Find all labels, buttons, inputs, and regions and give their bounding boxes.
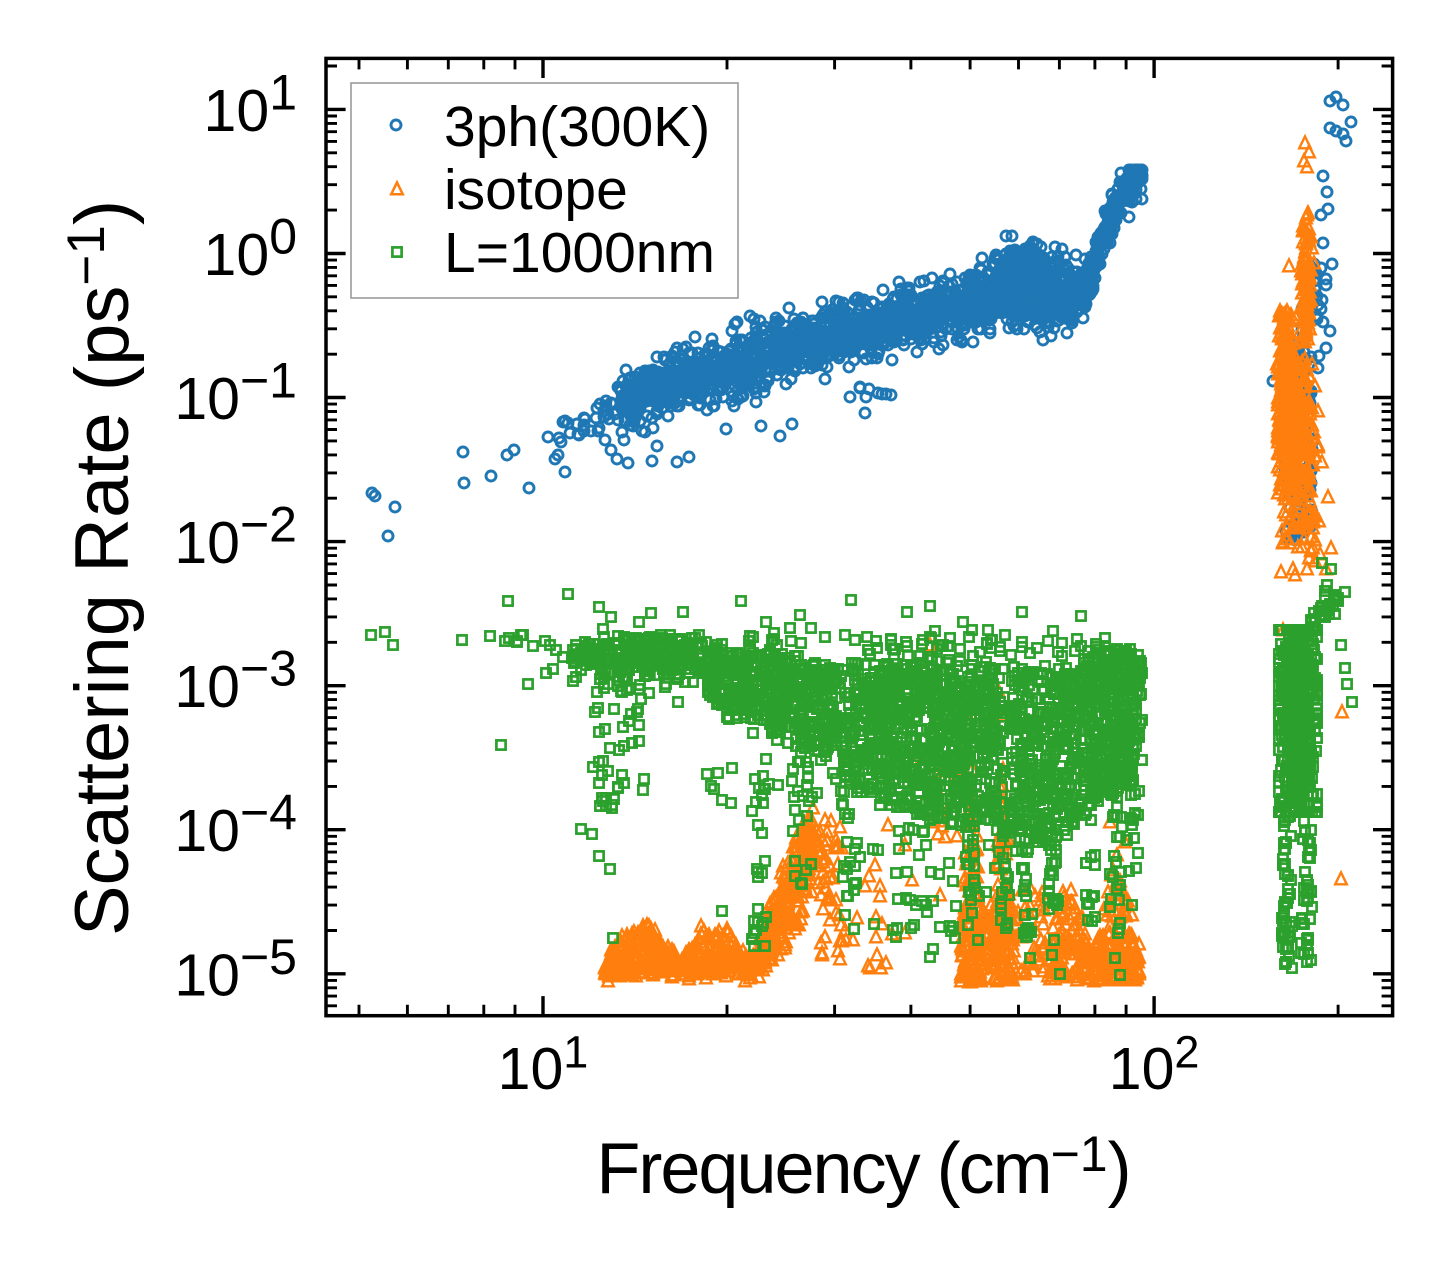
svg-text:100: 100: [204, 209, 297, 289]
svg-text:10−2: 10−2: [174, 497, 297, 577]
svg-text:102: 102: [1109, 1027, 1200, 1103]
svg-text:Scattering Rate (ps−1): Scattering Rate (ps−1): [57, 200, 145, 936]
svg-text:10−5: 10−5: [174, 929, 297, 1009]
svg-text:isotope: isotope: [444, 158, 628, 222]
svg-text:10−4: 10−4: [174, 785, 297, 865]
svg-text:L=1000nm: L=1000nm: [444, 221, 715, 285]
svg-text:101: 101: [498, 1027, 589, 1103]
svg-text:101: 101: [204, 64, 297, 144]
svg-text:3ph(300K): 3ph(300K): [444, 95, 710, 159]
svg-text:10−3: 10−3: [174, 641, 297, 721]
svg-text:Frequency (cm−1): Frequency (cm−1): [596, 1126, 1129, 1209]
svg-text:10−1: 10−1: [174, 353, 297, 433]
